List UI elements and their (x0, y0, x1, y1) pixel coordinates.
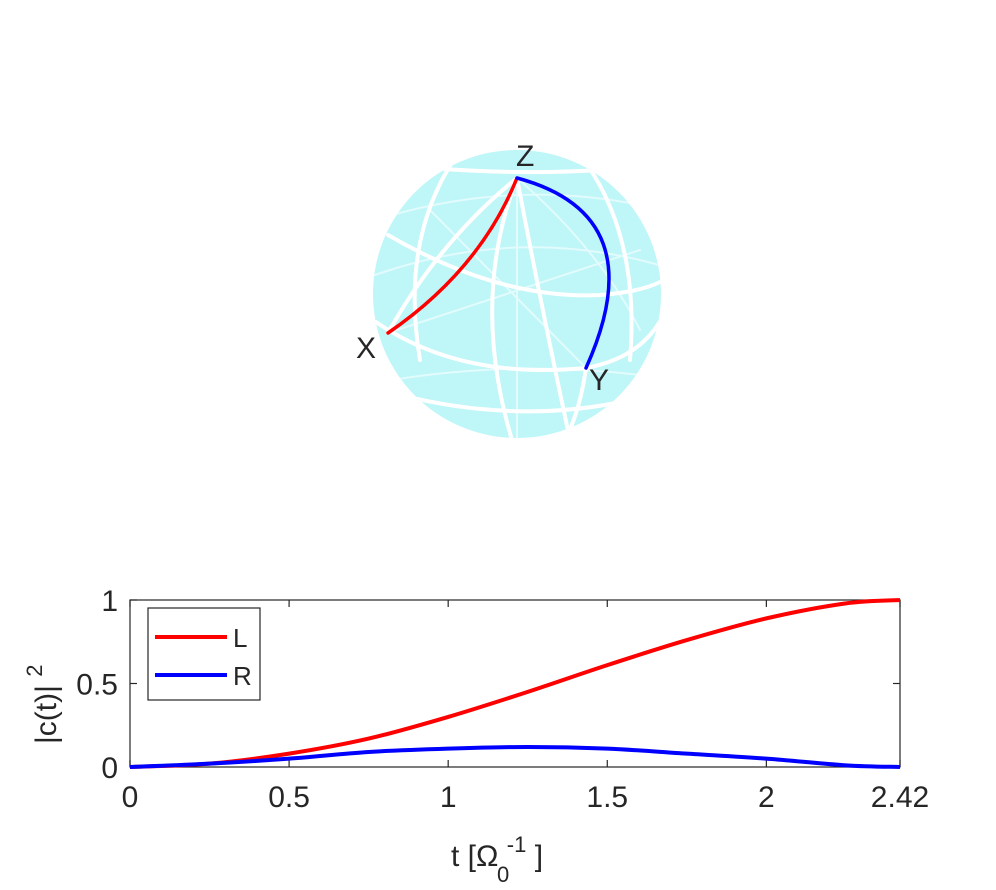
axis-ticks: 0 0.5 1 1.5 2 2.42 0 0.5 1 (76, 585, 929, 814)
sphere-label-z: Z (516, 140, 534, 173)
x-axis-title-superscript: -1 (507, 832, 527, 857)
legend: L R (147, 607, 261, 701)
svg-text:t [Ω -1 ]: t [Ω -1 ] (451, 826, 543, 873)
x-tick-label: 0 (122, 781, 139, 814)
x-axis-title: t [Ω -1 ] 0 (451, 826, 543, 887)
population-chart: 0 0.5 1 1.5 2 2.42 0 0.5 1 L R t [Ω -1 ] 0 |c(t)… (22, 585, 929, 887)
y-axis-title: |c(t)| 2 (22, 665, 63, 745)
grid-back-latitude (374, 246, 660, 276)
grid-latitude (398, 393, 632, 414)
x-axis-title-text: t [Ω (451, 840, 498, 873)
sphere-label-x: X (356, 332, 376, 365)
grid-latitude (428, 166, 602, 175)
grid-equator (374, 316, 661, 372)
series-line-r (129, 744, 901, 769)
legend-box (147, 607, 261, 701)
series-line-l (129, 598, 901, 769)
x-axis-title-bracket: ] (535, 840, 543, 873)
bloch-sphere: Z X Y (356, 140, 661, 438)
grid-back-latitude (391, 193, 641, 216)
grid-latitude (386, 233, 661, 298)
grid-meridian (412, 156, 457, 362)
grid-meridian (386, 176, 519, 335)
x-tick-label: 0.5 (268, 781, 310, 814)
y-tick-label: 1 (101, 585, 118, 618)
grid-meridian (584, 161, 634, 362)
y-tick-label: 0.5 (76, 669, 118, 702)
series-layer (129, 598, 901, 769)
x-tick-label: 2 (758, 781, 775, 814)
legend-label-l: L (233, 623, 247, 653)
y-tick-label: 0 (101, 752, 118, 785)
svg-text:|c(t)| 2: |c(t)| 2 (22, 665, 63, 745)
x-tick-label: 1.5 (586, 781, 628, 814)
grid-meridian (515, 176, 572, 438)
x-tick-label: 1 (440, 781, 457, 814)
legend-label-r: R (233, 661, 252, 691)
x-tick-label: 2.42 (871, 781, 929, 814)
blue-path (515, 176, 611, 370)
y-axis-title-superscript: 2 (22, 665, 47, 677)
y-axis-title-text: |c(t)| (30, 685, 63, 744)
red-path (386, 176, 519, 335)
x-axis-title-subscript: 0 (497, 862, 509, 887)
sphere-label-y: Y (589, 364, 609, 397)
grid-meridian (490, 176, 519, 438)
